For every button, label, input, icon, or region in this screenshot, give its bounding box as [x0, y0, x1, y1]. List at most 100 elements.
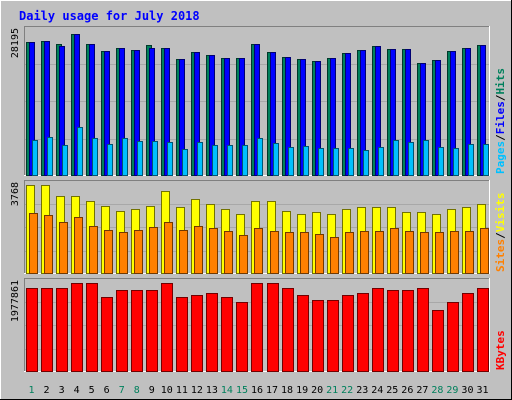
- bar-kbytes-day-3: [56, 288, 68, 372]
- bar-sites-day-18: [285, 232, 294, 274]
- chart-title: Daily usage for July 2018: [19, 9, 200, 23]
- bar-kbytes-day-21: [327, 300, 339, 372]
- bar-sites-day-4: [74, 217, 83, 274]
- bar-sites-day-23: [360, 231, 369, 274]
- bar-kbytes-day-6: [101, 297, 113, 372]
- x-tick-label: 29: [446, 385, 458, 396]
- bar-sites-day-5: [89, 226, 98, 274]
- x-tick-label: 1: [29, 385, 35, 396]
- x-tick-label: 19: [296, 385, 308, 396]
- x-tick-label: 31: [476, 385, 488, 396]
- bar-kbytes-day-17: [267, 283, 279, 372]
- bars-kbytes: [26, 283, 489, 372]
- bar-pages-day-4: [77, 127, 83, 176]
- legend-entry-visits: Visits: [494, 193, 507, 233]
- bar-sites-day-6: [104, 230, 113, 274]
- x-tick-label: 28: [431, 385, 443, 396]
- bar-kbytes-day-10: [161, 283, 173, 372]
- bar-kbytes-day-30: [462, 293, 474, 372]
- bar-pages-day-18: [288, 147, 294, 176]
- x-tick-label: 14: [221, 385, 233, 396]
- y-max-label: 1977861: [10, 280, 21, 322]
- panel-visits-sites: 3768 Sites/Visits: [10, 180, 507, 274]
- legend-entry-hits: Hits: [494, 68, 507, 95]
- bar-sites-day-7: [119, 232, 128, 274]
- bar-sites-day-12: [194, 226, 203, 274]
- bar-sites-day-17: [270, 231, 279, 274]
- bar-pages-day-11: [182, 149, 188, 176]
- legend-separator: /: [494, 94, 507, 101]
- bar-pages-day-30: [468, 144, 474, 176]
- x-tick-label: 4: [74, 385, 80, 396]
- x-tick-label: 26: [401, 385, 413, 396]
- x-tick-label: 25: [386, 385, 398, 396]
- bar-kbytes-day-9: [146, 290, 158, 372]
- legend-visits-sites: Sites/Visits: [494, 193, 507, 273]
- bar-pages-day-26: [408, 142, 414, 176]
- legend-entry-kbytes: KBytes: [494, 330, 507, 370]
- bar-pages-day-21: [333, 148, 339, 176]
- bars-hits-files-pages: [26, 34, 489, 176]
- bar-sites-day-8: [134, 230, 143, 274]
- bar-kbytes-day-16: [251, 283, 263, 372]
- bar-kbytes-day-13: [206, 293, 218, 372]
- x-tick-label: 8: [134, 385, 140, 396]
- bar-sites-day-3: [59, 222, 68, 274]
- bar-kbytes-day-18: [282, 288, 294, 372]
- bar-pages-day-12: [197, 142, 203, 176]
- bar-sites-day-28: [435, 232, 444, 274]
- bar-sites-day-10: [164, 222, 173, 274]
- x-tick-label: 20: [311, 385, 323, 396]
- bar-kbytes-day-23: [357, 293, 369, 372]
- bar-sites-day-13: [209, 228, 218, 274]
- x-axis-labels: 1 2 3 4 5 6 7 8 9 10 11 12 13 14 15 16 17 18 19 20 21 22 23 24 2…: [29, 385, 489, 396]
- legend-entry-pages: Pages: [494, 141, 507, 174]
- bar-pages-day-25: [393, 140, 399, 176]
- bar-kbytes-day-1: [26, 288, 38, 372]
- x-tick-label: 6: [104, 385, 110, 396]
- bar-kbytes-day-31: [477, 288, 489, 372]
- x-tick-label: 18: [281, 385, 293, 396]
- x-tick-label: 12: [191, 385, 203, 396]
- bar-kbytes-day-8: [131, 290, 143, 372]
- x-tick-label: 3: [59, 385, 65, 396]
- x-tick-label: 24: [371, 385, 383, 396]
- x-tick-label: 16: [251, 385, 263, 396]
- bar-pages-day-6: [107, 144, 113, 176]
- bar-pages-day-15: [242, 145, 248, 176]
- bar-pages-day-8: [137, 141, 143, 176]
- legend-separator: /: [494, 232, 507, 239]
- bar-kbytes-day-20: [312, 300, 324, 372]
- bar-kbytes-day-29: [447, 302, 459, 372]
- bar-kbytes-day-15: [236, 302, 248, 372]
- bar-pages-day-16: [257, 138, 263, 176]
- bar-pages-day-9: [152, 141, 158, 176]
- y-max-label: 3768: [10, 182, 21, 206]
- bar-sites-day-19: [300, 232, 309, 274]
- bar-pages-day-28: [438, 147, 444, 176]
- x-tick-label: 7: [119, 385, 125, 396]
- bar-kbytes-day-11: [176, 297, 188, 372]
- panel-kbytes: 1977861 KBytes: [10, 278, 507, 372]
- bar-kbytes-day-14: [221, 297, 233, 372]
- legend-separator: /: [494, 134, 507, 141]
- bar-sites-day-15: [239, 235, 248, 274]
- bar-kbytes-day-5: [86, 283, 98, 372]
- bar-pages-day-1: [32, 140, 38, 176]
- bar-sites-day-25: [390, 228, 399, 274]
- bar-sites-day-30: [465, 231, 474, 274]
- x-tick-label: 21: [326, 385, 338, 396]
- bar-pages-day-2: [47, 137, 53, 176]
- x-tick-label: 2: [44, 385, 50, 396]
- bar-pages-day-22: [348, 148, 354, 176]
- x-tick-label: 27: [416, 385, 428, 396]
- bar-sites-day-1: [29, 213, 38, 274]
- bar-sites-day-11: [179, 230, 188, 274]
- bar-pages-day-27: [423, 140, 429, 176]
- x-tick-label: 5: [89, 385, 95, 396]
- bar-kbytes-day-2: [41, 288, 53, 372]
- x-tick-label: 15: [236, 385, 248, 396]
- bar-kbytes-day-27: [417, 288, 429, 372]
